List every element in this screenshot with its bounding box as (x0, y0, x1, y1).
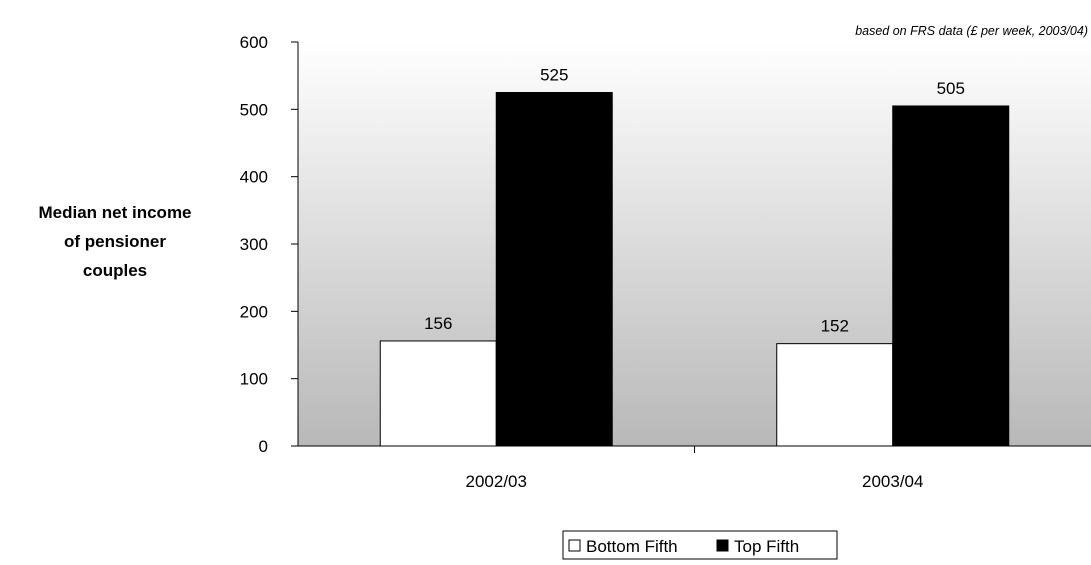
y-tick-label: 300 (240, 235, 268, 254)
legend: Bottom Fifth Top Fifth (562, 530, 838, 560)
y-axis-title: Median net income of pensioner couples (38, 203, 191, 280)
bar-top-fifth (495, 92, 613, 447)
data-label: 152 (821, 317, 849, 336)
y-axis-title-line: Median net income (38, 203, 191, 222)
source-note: based on FRS data (£ per week, 2003/04) (855, 24, 1088, 38)
bar-bottom-fifth (776, 343, 894, 447)
bars (379, 92, 1010, 447)
y-axis-title-line: couples (83, 261, 147, 280)
x-tick-label: 2002/03 (466, 472, 527, 491)
y-axis-title-line: of pensioner (64, 232, 166, 251)
bar-bottom-fifth (379, 340, 497, 447)
data-label: 156 (424, 314, 452, 333)
legend-swatch (716, 539, 729, 552)
y-tick-label: 100 (240, 370, 268, 389)
legend-box (562, 530, 838, 560)
data-labels: 156 152 525 505 (424, 66, 965, 336)
x-tick-label: 2003/04 (862, 472, 923, 491)
data-label: 505 (937, 79, 965, 98)
legend-label: Top Fifth (734, 537, 799, 556)
y-tick-label: 600 (240, 33, 268, 52)
legend-swatch (568, 539, 581, 552)
y-tick-label: 200 (240, 302, 268, 321)
y-tick-label: 400 (240, 168, 268, 187)
y-tick-label: 0 (259, 437, 268, 456)
data-label: 525 (540, 66, 568, 85)
legend-label: Bottom Fifth (586, 537, 678, 556)
y-tick-label: 500 (240, 100, 268, 119)
axes: 0 100 200 300 400 500 600 2002/03 2003/04 (240, 33, 1091, 491)
bar-top-fifth (892, 105, 1010, 447)
